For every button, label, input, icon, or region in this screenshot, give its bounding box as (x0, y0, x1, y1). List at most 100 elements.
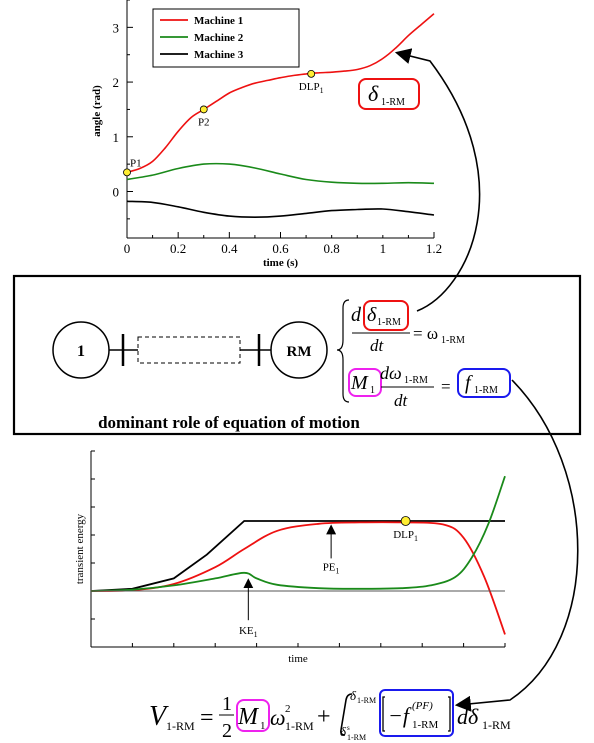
top-y-axis-label: angle (rad) (91, 85, 103, 137)
v-int-lower: δ (340, 724, 347, 739)
v-f-sub: 1-RM (412, 719, 439, 731)
top-series-line-1 (126, 13, 435, 174)
bottom-dlp-label: DLP1 (393, 529, 418, 543)
top-point-marker (123, 168, 131, 177)
top-point-label: P2 (198, 116, 210, 128)
panel-frame (12, 274, 582, 436)
bottom-chart-series (90, 475, 506, 635)
node-rm-label: RM (287, 344, 312, 360)
delta-symbol: δ (368, 81, 379, 106)
v-f-sup: (PF) (412, 700, 433, 712)
top-point-marker (199, 105, 208, 114)
legend-label-machine-1: Machine 1 (194, 15, 243, 27)
panel-caption: dominant role of equation of motion (98, 413, 360, 432)
v-omega-sub: 1-RM (285, 719, 314, 733)
v-equals: = (200, 705, 214, 731)
top-x-tick-label: 0.2 (170, 241, 186, 256)
v-minus-f: −f (388, 703, 412, 728)
top-y-tick-label: 3 (113, 20, 120, 35)
v-m-sub: 1 (260, 720, 266, 732)
eq2-m-box (348, 368, 382, 397)
v-lhs: V (149, 701, 169, 732)
top-x-axis-label: time (s) (263, 257, 298, 269)
eq2-eq: = (441, 377, 451, 396)
bottom-chart-annotations: PE1 KE1 DLP1 (239, 516, 418, 639)
v-f-box (379, 689, 454, 737)
equation-2: M 1 dω 1-RM dt = f 1-RM (348, 363, 511, 410)
node-1-label: 1 (77, 343, 85, 360)
bottom-series-potential-energy (90, 521, 506, 635)
delta-box-top: δ 1-RM (358, 78, 420, 110)
eq1-delta-box (363, 300, 409, 331)
top-x-tick-label: 1 (380, 241, 387, 256)
v-int-upper: δ (350, 688, 357, 703)
equation-brace (336, 299, 350, 403)
top-y-tick-label: 2 (113, 75, 120, 90)
eq2-m-sub: 1 (370, 385, 375, 396)
top-y-tick-label: 1 (113, 130, 120, 145)
v-int-lower-sup: s (347, 724, 350, 732)
v-int-upper-sub: 1-RM (357, 696, 376, 705)
top-x-tick-label: 0 (124, 241, 131, 256)
eq2-f-sub: 1-RM (474, 385, 498, 396)
bottom-pe-label: PE1 (323, 561, 340, 575)
top-x-tick-label: 0.6 (272, 241, 289, 256)
eq2-m: M (350, 372, 369, 394)
v-plus: + (317, 704, 331, 730)
legend-label-machine-2: Machine 2 (194, 32, 244, 44)
eq1-rhs-sub: 1-RM (441, 335, 465, 346)
arrow-f-to-integral (454, 379, 579, 712)
top-series-line-3 (126, 200, 435, 219)
bottom-series-total-energy (90, 520, 505, 592)
v-m-box (236, 699, 270, 732)
equation-1: d δ 1-RM dt = ω 1-RM (351, 300, 465, 355)
eq2-num-sub: 1-RM (404, 375, 428, 386)
red-delta-highlight (358, 78, 420, 110)
eq1-rhs: = ω (413, 324, 438, 343)
eq2-dt: dt (394, 391, 409, 410)
top-point-marker (307, 69, 316, 78)
top-chart-series (126, 13, 435, 219)
top-chart-legend: Machine 1 Machine 2 Machine 3 (152, 8, 300, 68)
eq2-f: f (465, 372, 473, 394)
bottom-chart: time transient energy PE1 KE1 DLP1 (74, 450, 506, 665)
eq1-delta: δ (367, 304, 377, 326)
network-dashed-box (137, 336, 241, 364)
top-chart: 0 0.2 0.4 0.6 0.8 1 1.2 0 1 2 3 time (s) angle (rad)… (91, 0, 442, 269)
top-x-tick-label: 0.4 (221, 241, 238, 256)
bottom-x-axis-label: time (288, 653, 308, 665)
equation-of-motion-panel: 1 RM d δ 1-RM dt = ω 1-RM M (12, 274, 582, 436)
top-y-tick-label: 0 (113, 184, 120, 199)
top-x-tick-label: 1.2 (426, 241, 442, 256)
top-chart-axes: 0 0.2 0.4 0.6 0.8 1 1.2 0 1 2 3 time (s) angle (rad) (91, 0, 442, 269)
v-half-num: 1 (222, 693, 232, 715)
bottom-series-kinetic-energy (90, 475, 506, 592)
v-int-lower-sub: 1-RM (347, 733, 366, 742)
one-line-diagram: 1 RM (52, 321, 328, 379)
v-omega: ω (270, 705, 286, 730)
eq1-d: d (351, 304, 362, 326)
bottom-ke-label: KE1 (239, 625, 258, 639)
v-omega-sup: 2 (285, 703, 291, 715)
energy-function-equation: V 1-RM = 1 2 M 1 ω 2 1-RM + δ 1-RM δ s 1… (149, 688, 511, 742)
top-point-label: DLP1 (299, 81, 324, 95)
legend-box (152, 8, 300, 68)
v-brackets (382, 696, 451, 732)
top-x-tick-label: 0.8 (324, 241, 340, 256)
v-m: M (237, 704, 260, 730)
delta-subscript: 1-RM (381, 97, 405, 108)
top-point-label: P1 (130, 157, 142, 169)
v-d-delta-sub: 1-RM (482, 718, 511, 732)
node-rm-circle (270, 321, 328, 379)
bottom-y-axis-label: transient energy (74, 513, 86, 584)
v-d-delta: dδ (457, 704, 479, 729)
bottom-dlp-marker (400, 516, 411, 526)
eq2-f-box (457, 368, 511, 398)
top-chart-annotations: P1 P2 DLP1 (123, 69, 324, 177)
v-half-den: 2 (222, 720, 232, 742)
eq1-delta-sub: 1-RM (377, 317, 401, 328)
integral-sign (340, 693, 353, 736)
eq2-num: dω (380, 363, 402, 383)
legend-label-machine-3: Machine 3 (194, 49, 244, 61)
